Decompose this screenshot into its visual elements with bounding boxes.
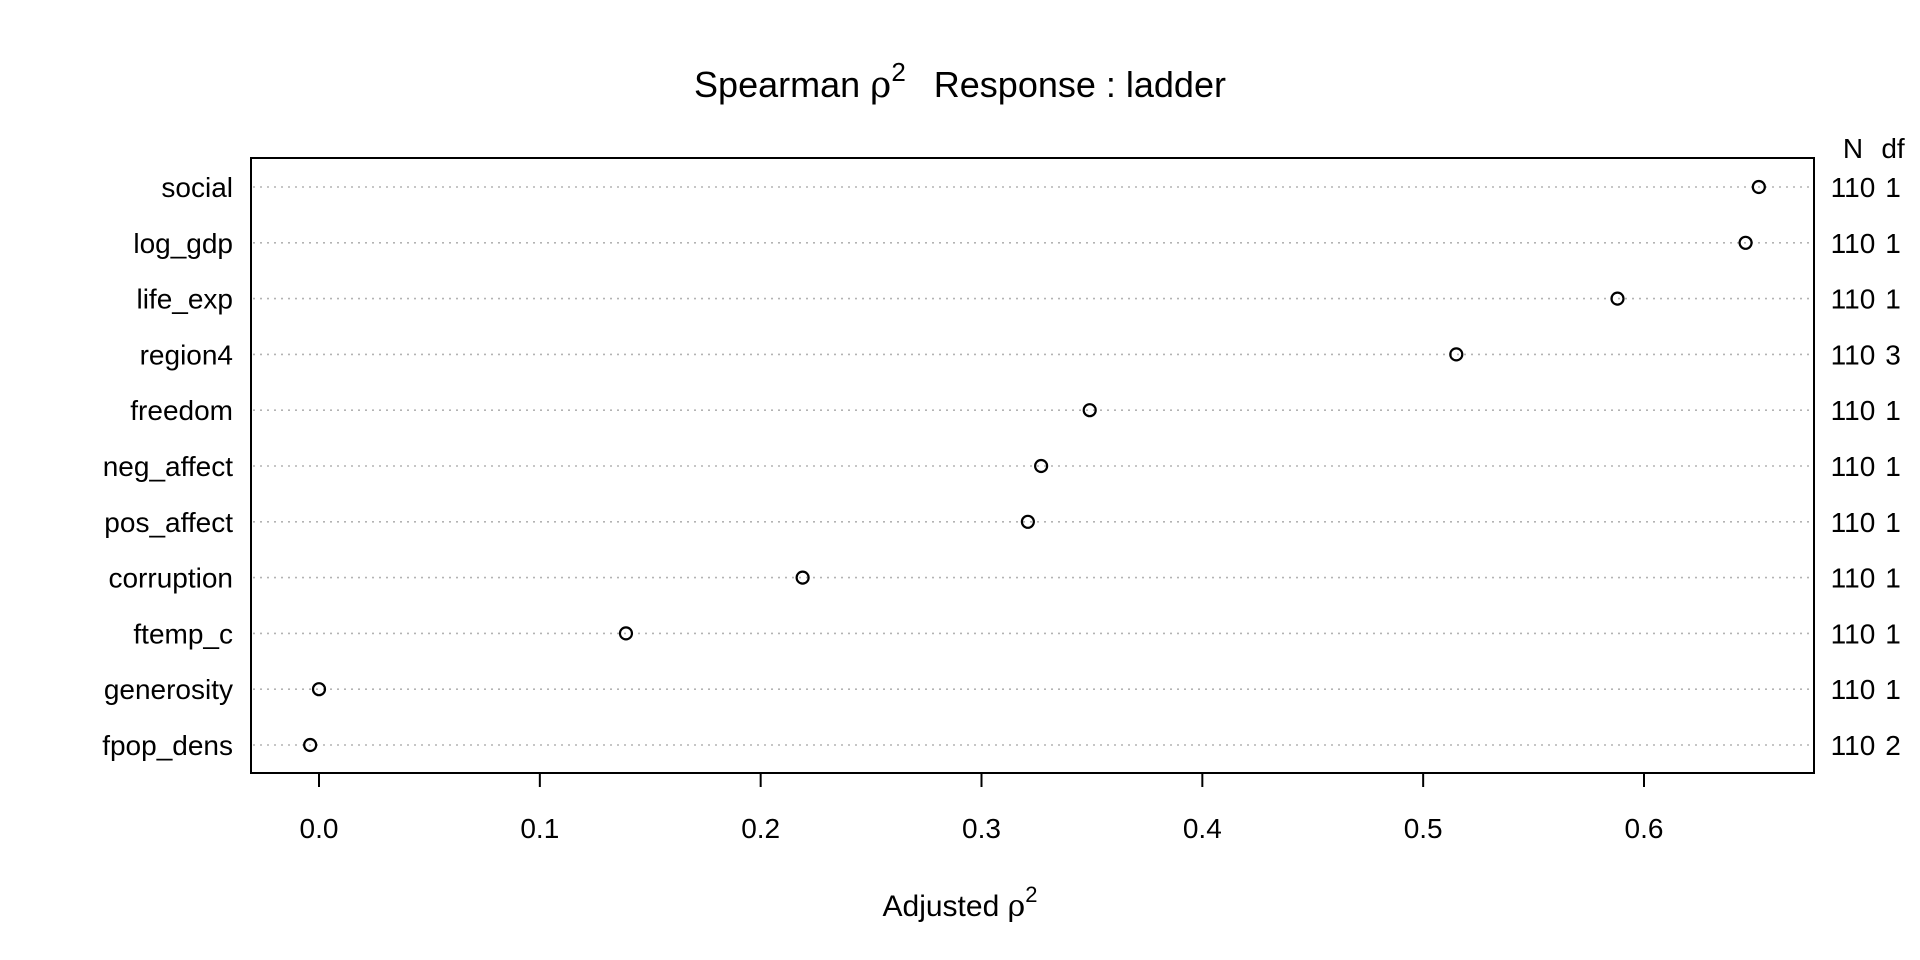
n-label: 110 bbox=[1831, 228, 1876, 259]
x-tick-label: 0.1 bbox=[520, 813, 559, 844]
data-points bbox=[303, 179, 1766, 753]
category-label: region4 bbox=[140, 339, 233, 370]
category-label: generosity bbox=[104, 674, 233, 705]
df-label: 1 bbox=[1885, 172, 1901, 203]
category-label: ftemp_c bbox=[133, 618, 233, 649]
n-label: 110 bbox=[1831, 339, 1876, 370]
data-point bbox=[1020, 514, 1035, 529]
data-point bbox=[1034, 458, 1049, 474]
x-tick-label: 0.5 bbox=[1404, 813, 1443, 844]
n-label: 110 bbox=[1831, 284, 1876, 315]
data-point bbox=[1738, 235, 1753, 250]
x-tick-label: 0.0 bbox=[300, 813, 339, 844]
right-annotations: 110 1 110 1 110 1 110 3 110 1 110 1 110 1 110 1 110 1 110 1… bbox=[1831, 172, 1901, 761]
category-label: log_gdp bbox=[133, 228, 233, 259]
df-label: 1 bbox=[1885, 507, 1901, 538]
category-label: fpop_dens bbox=[102, 730, 233, 761]
df-label: 1 bbox=[1885, 563, 1901, 594]
df-label: 3 bbox=[1885, 339, 1901, 370]
x-tick-label: 0.6 bbox=[1625, 813, 1664, 844]
x-tick-label: 0.4 bbox=[1183, 813, 1222, 844]
xlabel-main: Adjusted bbox=[883, 890, 1008, 923]
x-axis: 0.0 0.1 0.2 0.3 0.4 0.5 0.6 bbox=[300, 773, 1664, 844]
df-label: 1 bbox=[1885, 395, 1901, 426]
data-point bbox=[795, 570, 810, 585]
x-tick-label: 0.3 bbox=[962, 813, 1001, 844]
category-label: corruption bbox=[108, 563, 233, 594]
df-label: 1 bbox=[1885, 284, 1901, 315]
category-label: pos_affect bbox=[104, 507, 233, 538]
data-point bbox=[618, 626, 634, 641]
plot-frame bbox=[250, 157, 1815, 774]
title-response: Response : ladder bbox=[934, 64, 1226, 105]
right-header-df: df bbox=[1881, 133, 1905, 164]
gridlines bbox=[253, 186, 1812, 746]
df-label: 1 bbox=[1885, 674, 1901, 705]
data-point bbox=[1082, 403, 1097, 418]
chart-title: Spearman ρ2 Response : ladder bbox=[694, 57, 1226, 106]
xlabel-superscript: 2 bbox=[1025, 882, 1037, 907]
n-label: 110 bbox=[1831, 507, 1876, 538]
n-label: 110 bbox=[1831, 172, 1876, 203]
title-main: Spearman bbox=[694, 64, 870, 105]
n-label: 110 bbox=[1831, 730, 1876, 761]
n-label: 110 bbox=[1831, 563, 1876, 594]
data-point bbox=[1751, 179, 1766, 195]
x-axis-label: Adjusted ρ2 bbox=[883, 882, 1038, 924]
df-label: 1 bbox=[1885, 618, 1901, 649]
data-point bbox=[1449, 347, 1464, 362]
title-rho-symbol: ρ bbox=[870, 65, 891, 106]
n-label: 110 bbox=[1831, 674, 1876, 705]
category-label: neg_affect bbox=[103, 451, 233, 482]
data-point bbox=[1610, 291, 1625, 306]
n-label: 110 bbox=[1831, 618, 1876, 649]
title-superscript: 2 bbox=[891, 57, 905, 87]
data-point bbox=[303, 737, 318, 753]
df-label: 1 bbox=[1885, 451, 1901, 482]
category-label: freedom bbox=[130, 395, 233, 426]
xlabel-rho-symbol: ρ bbox=[1008, 889, 1026, 924]
category-label: social bbox=[161, 172, 233, 203]
category-label: life_exp bbox=[136, 284, 233, 315]
n-label: 110 bbox=[1831, 451, 1876, 482]
x-tick-label: 0.2 bbox=[741, 813, 780, 844]
category-labels: social log_gdp life_exp region4 freedom neg_a… bbox=[102, 172, 233, 761]
n-label: 110 bbox=[1831, 395, 1876, 426]
df-label: 2 bbox=[1885, 730, 1901, 761]
data-point bbox=[311, 682, 327, 697]
right-header-n: N bbox=[1843, 133, 1863, 164]
df-label: 1 bbox=[1885, 228, 1901, 259]
